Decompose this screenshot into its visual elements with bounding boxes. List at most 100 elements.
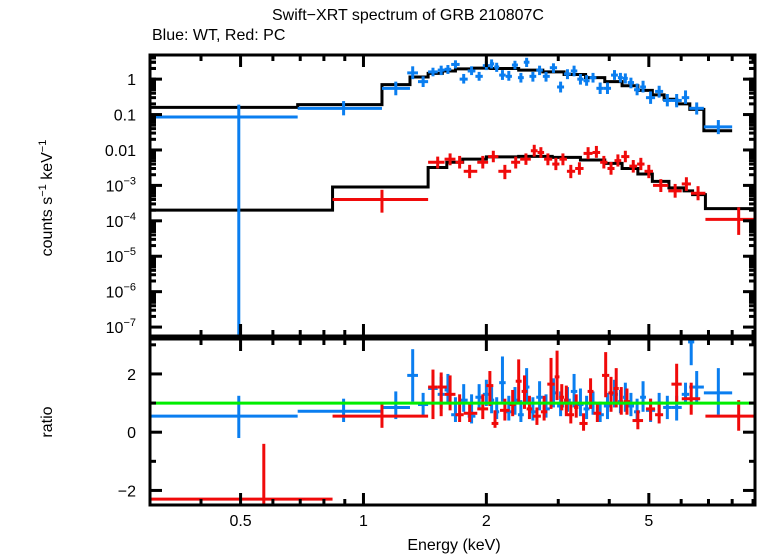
y-tick-exponent: −6 [123, 282, 136, 294]
x-tick-label: 2 [482, 513, 491, 530]
spectrum-pc-point [488, 150, 499, 163]
y-label-kev: keV [39, 152, 56, 184]
y-tick-base: 10 [106, 214, 124, 231]
ratio-pc-point [463, 403, 478, 422]
spectrum-pc-point [552, 157, 560, 171]
spectrum-wt-point [689, 102, 704, 115]
ratio-pc-point [564, 385, 569, 417]
y-tick-base: 10 [106, 320, 124, 337]
spectrum-pc-point [530, 144, 538, 157]
ratio-pc-point [455, 394, 464, 422]
ratio-y-tick-label: 2 [127, 367, 136, 384]
ratio-pc-point [559, 384, 565, 411]
spectrum-pc-point [637, 157, 645, 171]
spectrum-wt-point [494, 62, 500, 72]
spectrum-wt-point [529, 71, 537, 82]
ratio-pc-point [486, 371, 494, 406]
ratio-wt-point [663, 395, 672, 420]
spectrum-wt-point [499, 70, 506, 80]
ratio-pc-point [593, 403, 602, 422]
x-tick-label: 5 [644, 513, 653, 530]
spectrum-wt-point [467, 66, 476, 76]
ratio-wt-point [499, 356, 506, 402]
spectrum-pc-point [559, 153, 567, 166]
y-tick-label: 10−5 [106, 246, 136, 266]
x-axis-label: Energy (keV) [407, 537, 500, 554]
x-tick-label: 1 [359, 513, 368, 530]
y-tick-exponent: −3 [123, 175, 136, 187]
spectrum-pc-point [463, 164, 478, 179]
spectrum-wt-point [511, 60, 518, 70]
spectrum-pc-point [520, 153, 531, 165]
spectrum-pc-point [653, 179, 669, 193]
spectrum-wt-point [603, 82, 612, 95]
spectrum-wt-point [645, 91, 656, 104]
ratio-pc-point [574, 394, 579, 418]
spectrum-wt-point [489, 59, 495, 69]
spectrum-wt-point [589, 72, 597, 83]
ratio-pc-point [705, 400, 755, 431]
spectrum-pc-point [583, 147, 593, 160]
spectrum-wt-point [381, 81, 410, 96]
spectrum-wt-point [583, 75, 590, 86]
ratio-pc-point [655, 401, 664, 424]
spectrum-pc-point [566, 164, 576, 179]
y-tick-label: 10−6 [106, 282, 136, 302]
spectrum-wt-point [407, 66, 418, 80]
spectrum-wt-point [150, 104, 298, 336]
spectrum-pc-point [511, 156, 521, 169]
chart-subtitle: Blue: WT, Red: PC [152, 27, 285, 44]
spectrum-wt-point [557, 81, 565, 93]
spectrum-wt-point [444, 65, 452, 74]
ratio-pc-point [608, 376, 614, 412]
spectrum-wt-point [475, 71, 483, 81]
ratio-pc-point [632, 410, 644, 430]
spectrum-wt-point [459, 73, 468, 84]
ratio-y-tick-label: 0 [127, 425, 136, 442]
spectrum-pc-point [537, 147, 545, 158]
y-tick-base: 10 [106, 178, 124, 195]
y-tick-base: 10 [106, 249, 124, 266]
spectrum-pc-point [455, 155, 464, 169]
ratio-pc-point [491, 410, 499, 428]
ratio-pc-point [526, 395, 533, 420]
ratio-pc-point [671, 363, 682, 404]
spectrum-wt-point [655, 85, 664, 98]
spectrum-wt-point [577, 73, 584, 85]
spectrum-pc-point [668, 183, 682, 198]
y-tick-label: 0.01 [105, 143, 136, 160]
spectrum-wt-point [611, 70, 618, 80]
ratio-pc-point [554, 350, 560, 401]
spectrum-pc-point [332, 189, 429, 213]
ratio-pc-point [444, 375, 456, 411]
y-tick-exponent: −4 [123, 211, 136, 223]
ratio-pc-point [477, 394, 489, 420]
y-tick-label: 10−7 [106, 317, 136, 337]
y-tick-label: 0.1 [114, 108, 136, 125]
spectrum-y-axis-label: counts s−1 keV−1 [37, 140, 56, 257]
ratio-y-axis-label: ratio [39, 406, 56, 437]
spectrum-wt-point [663, 94, 672, 107]
model-pc-line [150, 154, 755, 212]
spectrum-wt-point [617, 72, 623, 83]
y-tick-exponent: −5 [123, 246, 136, 258]
spectrum-wt-point [622, 73, 628, 84]
spectrum-wt-point [417, 76, 429, 87]
y-label-sup2: −1 [37, 140, 49, 153]
y-tick-label: 10−4 [106, 211, 136, 231]
spectrum-wt-point [681, 90, 690, 104]
ratio-wt-point [536, 381, 543, 411]
spectrum-wt-point [634, 83, 641, 96]
spectrum-wt-point [542, 71, 550, 82]
chart-title: Swift−XRT spectrum of GRB 210807C [272, 7, 544, 24]
spectrum-pc-point [477, 155, 489, 169]
spectrum-panel [150, 57, 755, 336]
spectrum-wt-point [549, 63, 558, 73]
spectrum-pc-point [629, 160, 638, 173]
ratio-panel [150, 339, 755, 505]
spectrum-wt-point [640, 80, 646, 93]
x-tick-label: 0.5 [229, 513, 251, 530]
spectrum-pc-point [644, 164, 654, 179]
